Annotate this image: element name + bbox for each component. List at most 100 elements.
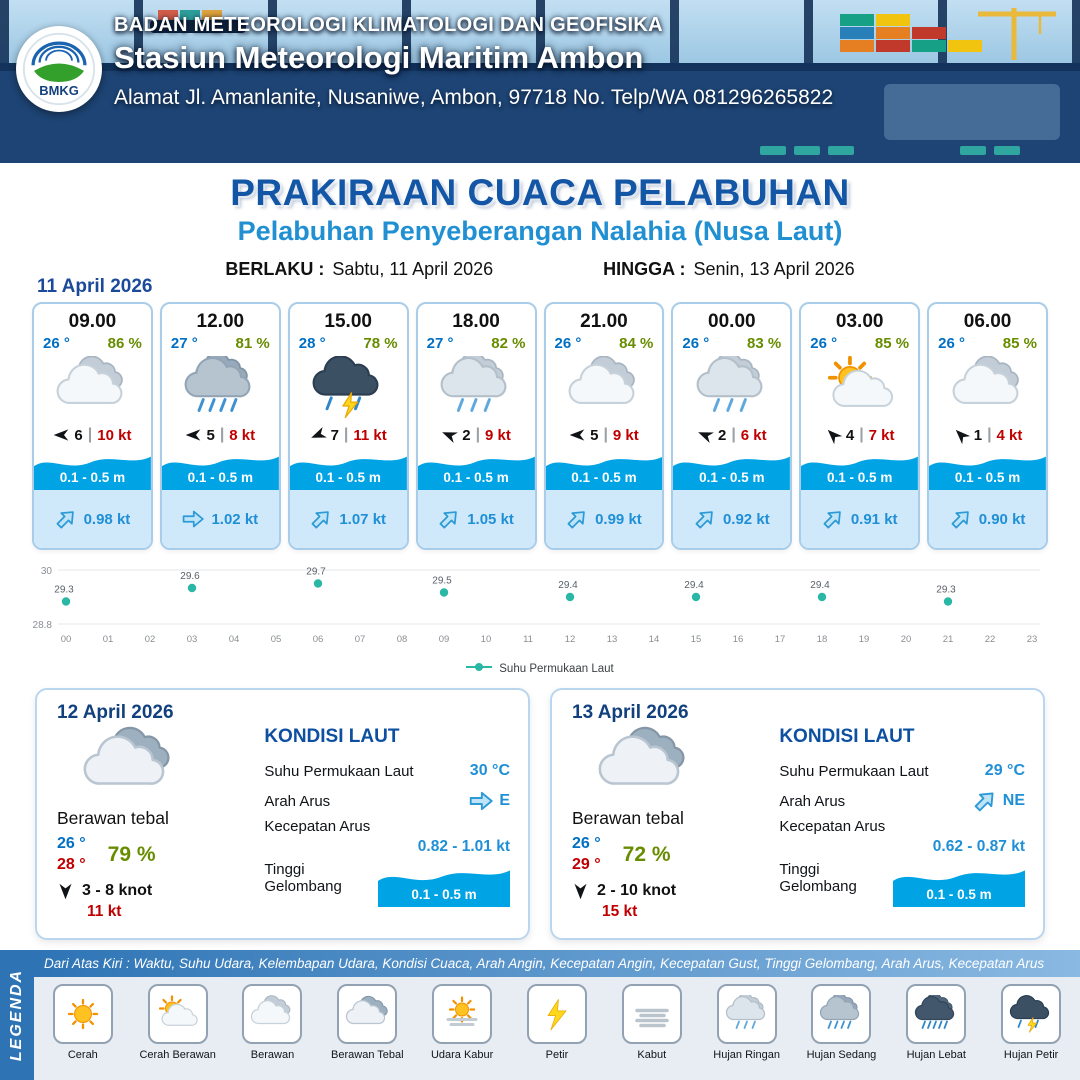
daily-weather: Berawan tebal 26 ° 28 ° 79 % 3 - 8 knot 11 kt <box>57 726 256 921</box>
air-temperature: 26 ° <box>43 335 70 352</box>
svg-text:09: 09 <box>439 634 450 645</box>
weather-icon-hujan-ringan <box>725 995 765 1029</box>
legend-icon-box <box>432 984 493 1044</box>
wind-gust: 11 kt <box>353 426 387 444</box>
current-direction-label: Arah Arus <box>779 792 846 810</box>
separator: | <box>603 426 608 443</box>
weather-icon-cell <box>546 352 663 422</box>
air-temperature: 27 ° <box>170 335 198 352</box>
separator: | <box>859 426 864 443</box>
legend-items: Cerah Cerah Berawan Berawan Berawan Tebal Ud… <box>34 977 1080 1080</box>
current-direction-icon <box>434 503 465 534</box>
daily-humidity: 79 % <box>107 842 156 866</box>
forecast-card: 15.00 28 ° 78 % 7 | 11 kt 0.1 - 0.5 m 1.07 kt <box>287 302 409 550</box>
forecast-time: 06.00 <box>963 311 1012 332</box>
sea-conditions: KONDISI LAUT Suhu Permukaan Laut 29 °C Arah… <box>771 726 1025 921</box>
svg-text:17: 17 <box>775 634 786 645</box>
svg-text:01: 01 <box>103 634 114 645</box>
legend-item: Petir <box>511 984 603 1061</box>
humidity: 85 % <box>1002 335 1037 352</box>
daily-date: 12 April 2026 <box>57 702 174 723</box>
wave-height-box: 0.1 - 0.5 m <box>417 448 535 490</box>
forecast-cards-row: 09.00 26 ° 86 % 6 | 10 kt 0.1 - 0.5 m 0.98 kt 12… <box>32 302 1048 550</box>
weather-icon-cell <box>162 352 279 422</box>
current-row: 0.99 kt <box>545 490 663 548</box>
wind-speed: 1 <box>973 426 983 444</box>
weather-icon-cell <box>929 352 1046 422</box>
current-direction-icon <box>817 503 848 534</box>
title-block: PRAKIRAAN CUACA PELABUHAN Pelabuhan Peny… <box>0 172 1080 280</box>
daily-weather: Berawan tebal 26 ° 29 ° 72 % 2 - 10 knot 15 k… <box>572 726 771 921</box>
legend-item: Berawan Tebal <box>321 984 413 1061</box>
wind-direction-icon <box>572 883 589 900</box>
current-direction-icon <box>50 503 81 534</box>
weather-icon-hujan-ringan <box>440 356 507 412</box>
legend-title: LEGENDA <box>8 968 25 1062</box>
current-speed-value: 0.62 - 0.87 kt <box>932 838 1025 855</box>
wind-row: 1 | 4 kt <box>929 422 1046 448</box>
current-row: 1.02 kt <box>161 490 279 548</box>
humidity: 83 % <box>747 335 782 352</box>
current-row: 1.05 kt <box>417 490 535 548</box>
wind-row: 5 | 9 kt <box>546 422 663 448</box>
daily-condition: Berawan tebal <box>572 808 684 828</box>
daily-wind-gust: 11 kt <box>87 903 122 920</box>
wind-speed: 5 <box>206 426 215 444</box>
air-temperature: 26 ° <box>938 335 965 352</box>
wind-speed: 2 <box>462 426 471 444</box>
wave-height-value: 0.1 - 0.5 m <box>315 470 381 485</box>
legend-icon-box <box>52 984 113 1044</box>
current-direction-icon <box>562 503 593 534</box>
wave-height-value: 0.1 - 0.5 m <box>187 470 253 485</box>
wind-row: 5 | 8 kt <box>162 422 279 448</box>
wind-speed: 5 <box>590 426 599 444</box>
weather-icon-cell <box>34 352 151 422</box>
separator: | <box>87 426 93 443</box>
weather-icon-hujan-lebat <box>915 995 955 1029</box>
wind-row: 2 | 6 kt <box>673 422 790 448</box>
sst-label: Suhu Permukaan Laut <box>264 762 414 780</box>
svg-text:03: 03 <box>187 634 198 645</box>
air-temperature: 26 ° <box>682 335 710 352</box>
legend-item: Kabut <box>606 984 698 1061</box>
valid-to-value: Senin, 13 April 2026 <box>693 259 855 279</box>
legend-note-text: Dari Atas Kiri : Waktu, Suhu Udara, Kele… <box>44 956 1045 971</box>
svg-text:21: 21 <box>943 634 954 645</box>
daily-condition: Berawan tebal <box>57 808 169 828</box>
current-direction-icon <box>689 503 720 534</box>
svg-text:29.7: 29.7 <box>306 567 326 578</box>
bmkg-logo: BMKG <box>16 26 102 112</box>
header: BMKG BADAN METEOROLOGI KLIMATOLOGI DAN G… <box>0 0 1080 163</box>
wind-speed: 7 <box>330 426 339 444</box>
svg-text:06: 06 <box>313 634 324 645</box>
forecast-time: 12.00 <box>196 311 245 332</box>
svg-text:30: 30 <box>41 566 53 577</box>
forecast-card: 06.00 26 ° 85 % 1 | 4 kt 0.1 - 0.5 m 0.90 kt <box>927 302 1048 550</box>
forecast-time: 00.00 <box>708 311 756 332</box>
station-address: Alamat Jl. Amanlanite, Nusaniwe, Ambon, … <box>114 86 834 109</box>
logo-text: BMKG <box>39 83 79 98</box>
daily-date: 13 April 2026 <box>572 702 689 723</box>
wind-direction-icon <box>695 425 716 446</box>
wave-height-box: 0.1 - 0.5 m <box>34 448 151 490</box>
svg-text:04: 04 <box>229 634 240 645</box>
humidity: 82 % <box>491 335 526 352</box>
forecast-card: 18.00 27 ° 82 % 2 | 9 kt 0.1 - 0.5 m 1.05 kt <box>415 302 537 550</box>
forecast-time: 15.00 <box>324 311 372 332</box>
current-direction-icon <box>182 508 205 530</box>
wave-height-box: 0.1 - 0.5 m <box>673 448 791 490</box>
valid-to: HINGGA : Senin, 13 April 2026 <box>603 259 854 280</box>
wave-height-value: 0.1 - 0.5 m <box>59 470 126 485</box>
legend-item-label: Kabut <box>637 1049 667 1061</box>
temp-min: 26 ° <box>57 835 86 852</box>
crane <box>978 8 1056 60</box>
separator: | <box>343 426 349 443</box>
current-speed-value: 0.82 - 1.01 kt <box>417 838 510 855</box>
weather-icon-cerah <box>67 998 98 1030</box>
legend-item-label: Hujan Ringan <box>713 1049 780 1061</box>
wind-direction-icon <box>822 424 845 447</box>
sst-legend-label: Suhu Permukaan Laut <box>499 662 614 675</box>
current-speed: 0.98 kt <box>83 510 131 528</box>
temp-max: 29 ° <box>572 856 601 873</box>
legend-item: Cerah <box>37 984 129 1061</box>
